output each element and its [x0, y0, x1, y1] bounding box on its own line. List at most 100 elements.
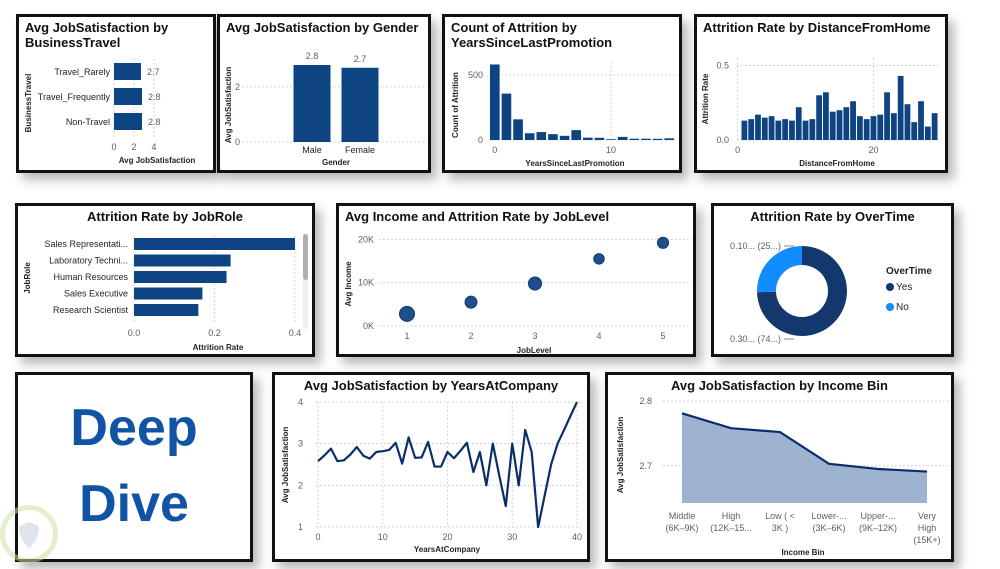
x-category-label: (9K–12K)	[859, 523, 897, 533]
y-tick-label: 2.8	[639, 396, 652, 406]
chart-title: Avg JobSatisfaction by BusinessTravel	[25, 20, 169, 50]
chart-title: Count of Attrition by YearsSinceLastProm…	[451, 20, 613, 50]
y-tick-label: 500	[468, 70, 483, 80]
chart-title: Attrition Rate by DistanceFromHome	[703, 20, 931, 35]
chart-joblevel: 0K 10K 20K 1 2 3 4 5 JobLevel Avg Income	[344, 234, 691, 354]
series-line	[681, 412, 928, 473]
panel-jobrole[interactable]: Attrition Rate by JobRole 0.0 0.2 0.4 Sales…	[15, 203, 315, 357]
bar	[629, 138, 640, 140]
scatter-point	[399, 305, 415, 322]
panel-deep-dive: Deep Dive	[15, 372, 253, 562]
x-category-label: Middle	[669, 511, 696, 521]
x-tick-label: 0	[111, 142, 116, 152]
x-tick-label: 2	[131, 142, 136, 152]
data-label: 2.8	[148, 92, 161, 102]
bar	[536, 132, 547, 140]
x-tick-label: 0	[315, 532, 320, 542]
data-label: 0.10... (25...)	[730, 241, 781, 251]
panel-distance[interactable]: Attrition Rate by DistanceFromHome 0.0 0.…	[694, 14, 948, 173]
bar	[134, 254, 231, 267]
legend-item-yes[interactable]: Yes	[886, 282, 912, 293]
x-tick-label: 4	[596, 331, 601, 341]
data-label: 2.7	[147, 67, 160, 77]
data-label: 2.7	[354, 54, 367, 64]
bar	[583, 137, 593, 140]
x-tick-label: 2	[468, 331, 473, 341]
y-tick-label: 0	[478, 135, 483, 145]
bar	[134, 304, 199, 316]
panel-joblevel[interactable]: Avg Income and Attrition Rate by JobLeve…	[336, 203, 696, 357]
x-category-label: Lower-...	[811, 511, 846, 521]
chart-business-travel: 0 2 4 Travel_Rarely 2.7 Travel_Frequently 2.8 N…	[24, 59, 196, 165]
bar	[904, 104, 911, 140]
chart-gender: 0 2 2.8 Male 2.7 Female Gender Avg JobSatisfact…	[224, 51, 427, 167]
area-fill	[682, 413, 927, 503]
x-tick-label: 5	[660, 331, 665, 341]
y-category-label: Sales Executive	[64, 289, 128, 299]
bar	[795, 107, 802, 140]
y-axis-title: Avg Income	[344, 261, 353, 307]
scrollbar-track[interactable]	[303, 234, 308, 329]
scatter-point	[464, 295, 478, 309]
panel-years-at-company[interactable]: Avg JobSatisfaction by YearsAtCompany 1 2…	[272, 372, 590, 562]
bar	[761, 117, 768, 140]
y-category-label: Travel_Rarely	[54, 67, 110, 77]
x-tick-label: 0	[735, 145, 740, 155]
x-category-label: (15K+)	[913, 535, 940, 545]
x-axis-title: DistanceFromHome	[799, 159, 875, 168]
x-tick-label: 40	[572, 532, 582, 542]
x-category-label: 3K )	[772, 523, 789, 533]
series-line	[317, 401, 578, 529]
panel-promotion[interactable]: Count of Attrition by YearsSinceLastProm…	[442, 14, 682, 173]
bar	[836, 110, 843, 140]
panel-gender[interactable]: Avg JobSatisfaction by Gender 0 2 2.8 Male 2…	[217, 14, 431, 173]
y-tick-label: 2	[298, 480, 303, 490]
bar	[114, 88, 142, 105]
bar	[571, 130, 581, 140]
x-category-label: Female	[345, 145, 375, 155]
bar	[924, 126, 931, 140]
bar	[843, 107, 850, 140]
bar	[134, 271, 227, 283]
x-axis-title: Avg JobSatisfaction	[119, 156, 196, 165]
scatter-point	[527, 276, 543, 291]
bar	[501, 93, 512, 140]
bar	[768, 116, 775, 140]
bar	[490, 64, 500, 140]
bar	[829, 111, 836, 140]
x-tick-label: 20	[442, 532, 452, 542]
x-tick-label: 10	[606, 145, 616, 155]
bar	[863, 119, 870, 140]
x-category-label: (12K–15...	[710, 523, 752, 533]
y-category-label: Research Scientist	[53, 305, 129, 315]
data-label: 0.30... (74...)	[730, 334, 781, 344]
legend-dot-yes-icon	[886, 283, 894, 291]
bar	[897, 75, 904, 140]
y-tick-label: 1	[298, 522, 303, 532]
panel-income-bin[interactable]: Avg JobSatisfaction by Income Bin 2.7 2.8…	[605, 372, 954, 562]
bar	[823, 92, 829, 140]
scrollbar-thumb[interactable]	[303, 234, 308, 280]
chart-title: Avg JobSatisfaction by Income Bin	[671, 378, 888, 393]
bar	[548, 134, 558, 140]
panel-business-travel[interactable]: Avg JobSatisfaction by BusinessTravel 0 2…	[16, 14, 216, 173]
x-tick-label: 10	[378, 532, 388, 542]
bar	[741, 120, 748, 140]
x-category-label: Upper-...	[860, 511, 895, 521]
legend-item-no[interactable]: No	[886, 302, 909, 313]
bar	[114, 113, 142, 130]
donut-slice	[757, 246, 802, 293]
donut-slice	[757, 246, 847, 336]
bar	[918, 101, 924, 140]
deep-dive-title-line2: Dive	[79, 475, 189, 533]
y-axis-title: Avg JobSatisfaction	[281, 427, 290, 504]
y-axis-title: Avg JobSatisfaction	[616, 417, 625, 494]
y-tick-label: 0.0	[716, 135, 729, 145]
x-tick-label: 0.4	[289, 328, 302, 338]
bar	[809, 119, 816, 140]
bar	[524, 133, 535, 140]
panel-overtime[interactable]: Attrition Rate by OverTime 0.10... (25..…	[711, 203, 954, 357]
chart-distance: 0.0 0.5 0 20 DistanceFromHome Attrition Rate	[701, 58, 939, 168]
bar	[789, 120, 795, 140]
x-category-label: High	[918, 523, 937, 533]
